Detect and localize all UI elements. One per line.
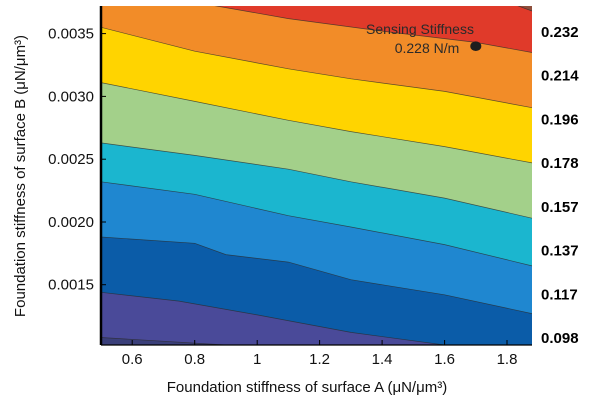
- y-axis-title: Foundation stiffness of surface B (μN/μm…: [12, 35, 29, 317]
- contour-bands: [101, 6, 532, 345]
- x-tick-label: 0.6: [122, 351, 143, 368]
- contour-line-8: [214, 6, 532, 53]
- contour-level-label: 0.178: [541, 155, 579, 172]
- contour-line-3: [101, 236, 532, 314]
- contour-level-label: 0.117: [541, 286, 578, 303]
- y-axis-ticks: 0.0015 0.0020 0.0025 0.0030 0.0035: [48, 26, 106, 294]
- y-tick-label: 0.0025: [48, 151, 94, 168]
- y-tick-label: 0.0035: [48, 26, 94, 43]
- contour-line-9: [517, 6, 532, 12]
- contour-line-4: [101, 181, 532, 267]
- x-axis-title: Foundation stiffness of surface A (μN/μm…: [167, 379, 447, 396]
- y-tick-label: 0.0020: [48, 214, 94, 231]
- contour-band-8: [216, 6, 532, 53]
- contour-level-label: 0.232: [541, 24, 579, 41]
- contour-level-label: 0.098: [541, 330, 579, 347]
- annotation-value: 0.228 N/m: [395, 40, 460, 56]
- contour-line-7: [101, 26, 532, 109]
- annotation-title: Sensing Stiffness: [366, 21, 474, 37]
- y-tick-label: 0.0030: [48, 88, 94, 105]
- contour-level-label: 0.157: [541, 199, 579, 216]
- sensing-stiffness-annotation: Sensing Stiffness 0.228 N/m: [366, 21, 482, 56]
- x-tick-label: 1.8: [497, 351, 518, 368]
- x-tick-label: 1.4: [372, 351, 393, 368]
- x-tick-label: 1.2: [309, 351, 330, 368]
- x-axis-ticks: 0.6 0.8 1 1.2 1.4 1.6 1.8: [122, 340, 518, 368]
- y-tick-label: 0.0015: [48, 277, 94, 294]
- x-tick-label: 0.8: [184, 351, 205, 368]
- contour-level-label: 0.214: [541, 68, 579, 85]
- x-tick-label: 1: [253, 351, 261, 368]
- contour-level-label: 0.196: [541, 111, 579, 128]
- contour-level-label: 0.137: [541, 243, 579, 260]
- sensing-point-marker: [470, 41, 482, 51]
- contour-lines: [101, 6, 532, 345]
- plot-axes: [99, 6, 532, 346]
- contour-line-6: [101, 82, 532, 164]
- contour-level-labels: 0.232 0.214 0.196 0.178 0.157 0.137 0.117 0.098: [541, 24, 579, 347]
- contour-line-1: [101, 337, 226, 345]
- contour-line-2: [101, 291, 445, 345]
- contour-line-5: [101, 142, 532, 219]
- x-tick-label: 1.6: [434, 351, 455, 368]
